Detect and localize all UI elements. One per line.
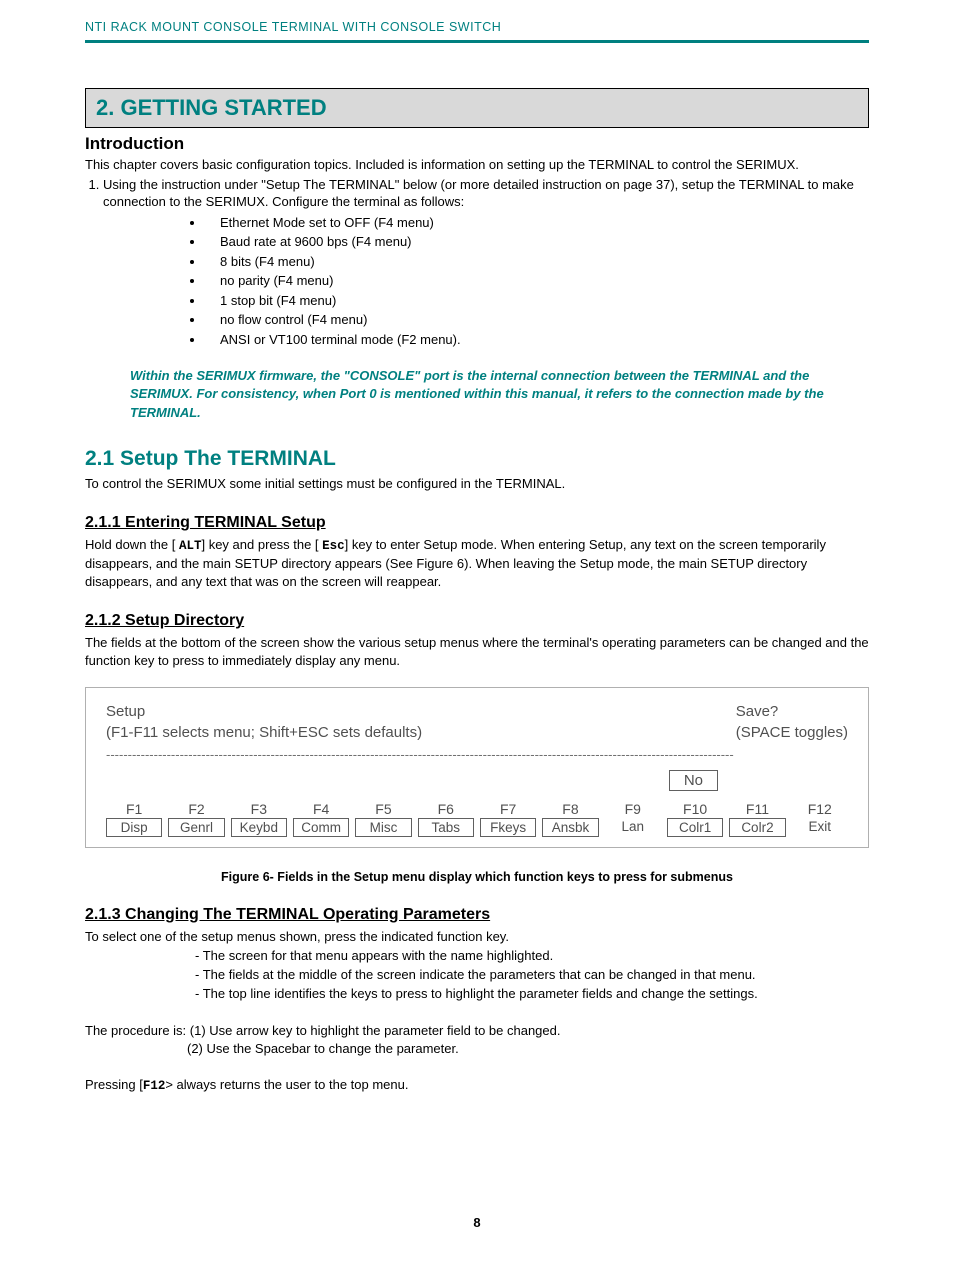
bullet-item: Ethernet Mode set to OFF (F4 menu)	[205, 213, 869, 233]
fkey-f9: F9Lan	[605, 801, 661, 837]
setup-terminal-body: To control the SERIMUX some initial sett…	[85, 475, 869, 493]
header-divider	[85, 40, 869, 43]
figure-top-row: Setup (F1-F11 selects menu; Shift+ESC se…	[106, 702, 848, 743]
figure-6-box: Setup (F1-F11 selects menu; Shift+ESC se…	[85, 687, 869, 848]
bullet-item: no parity (F4 menu)	[205, 271, 869, 291]
bullet-item: no flow control (F4 menu)	[205, 310, 869, 330]
fkey-f6: F6Tabs	[418, 801, 474, 837]
changing-params-heading: 2.1.3 Changing The TERMINAL Operating Pa…	[85, 906, 869, 924]
text-fragment: > always returns the user to the top men…	[165, 1077, 408, 1092]
save-label: Save?	[736, 702, 848, 722]
procedure-block: The procedure is: (1) Use arrow key to h…	[85, 1022, 869, 1058]
dashed-divider: ----------------------------------------…	[106, 747, 848, 762]
firmware-note: Within the SERIMUX firmware, the "CONSOL…	[130, 367, 869, 422]
fkey-f12: F12Exit	[792, 801, 848, 837]
bullet-item: 1 stop bit (F4 menu)	[205, 291, 869, 311]
document-page: NTI RACK MOUNT CONSOLE TERMINAL WITH CON…	[0, 0, 954, 1270]
changing-params-items: - The screen for that menu appears with …	[195, 947, 869, 1004]
config-bullets: Ethernet Mode set to OFF (F4 menu) Baud …	[85, 213, 869, 350]
setup-directory-body: The fields at the bottom of the screen s…	[85, 634, 869, 669]
fkey-f7: F7Fkeys	[480, 801, 536, 837]
step-list: Using the instruction under "Setup The T…	[85, 176, 869, 211]
entering-setup-body: Hold down the [ ALT] key and press the […	[85, 536, 869, 590]
page-number: 8	[85, 1215, 869, 1230]
fkeys-row: F1Disp F2Genrl F3Keybd F4Comm F5Misc F6T…	[106, 801, 848, 837]
introduction-body: This chapter covers basic configuration …	[85, 156, 869, 174]
bullet-item: 8 bits (F4 menu)	[205, 252, 869, 272]
esc-key-label: Esc	[322, 539, 345, 553]
fkey-f8: F8Ansbk	[542, 801, 598, 837]
fkey-f5: F5Misc	[355, 801, 411, 837]
introduction-heading: Introduction	[85, 134, 869, 154]
no-value-box: No	[669, 770, 718, 791]
text-fragment: Pressing [	[85, 1077, 143, 1092]
setup-instructions: (F1-F11 selects menu; Shift+ESC sets def…	[106, 723, 422, 743]
fkey-f11: F11Colr2	[729, 801, 785, 837]
bullet-item: ANSI or VT100 terminal mode (F2 menu).	[205, 330, 869, 350]
bullet-item: Baud rate at 9600 bps (F4 menu)	[205, 232, 869, 252]
fkey-f1: F1Disp	[106, 801, 162, 837]
figure-right-text: Save? (SPACE toggles)	[736, 702, 848, 743]
figure-caption: Figure 6- Fields in the Setup menu displ…	[85, 870, 869, 884]
text-fragment: Hold down the [	[85, 537, 179, 552]
fkey-f10: F10Colr1	[667, 801, 723, 837]
save-instructions: (SPACE toggles)	[736, 723, 848, 743]
text-fragment: ] key and press the [	[201, 537, 322, 552]
f12-key-label: F12	[143, 1079, 166, 1093]
page-header-text: NTI RACK MOUNT CONSOLE TERMINAL WITH CON…	[85, 20, 869, 34]
no-box-row: No	[106, 770, 848, 791]
alt-key-label: ALT	[179, 539, 202, 553]
figure-left-text: Setup (F1-F11 selects menu; Shift+ESC se…	[106, 702, 422, 743]
changing-params-body: To select one of the setup menus shown, …	[85, 928, 869, 946]
list-item: - The screen for that menu appears with …	[195, 947, 869, 966]
step-item: Using the instruction under "Setup The T…	[103, 176, 869, 211]
setup-directory-heading: 2.1.2 Setup Directory	[85, 612, 869, 630]
fkey-f2: F2Genrl	[168, 801, 224, 837]
section-title: 2. GETTING STARTED	[96, 95, 858, 121]
entering-setup-heading: 2.1.1 Entering TERMINAL Setup	[85, 514, 869, 532]
pressing-f12-note: Pressing [F12> always returns the user t…	[85, 1076, 869, 1095]
procedure-step-2: (2) Use the Spacebar to change the param…	[187, 1040, 869, 1058]
fkey-f3: F3Keybd	[231, 801, 287, 837]
setup-terminal-heading: 2.1 Setup The TERMINAL	[85, 447, 869, 471]
procedure-step-1: The procedure is: (1) Use arrow key to h…	[85, 1022, 869, 1040]
section-title-box: 2. GETTING STARTED	[85, 88, 869, 128]
list-item: - The top line identifies the keys to pr…	[195, 985, 869, 1004]
fkey-f4: F4Comm	[293, 801, 349, 837]
setup-label: Setup	[106, 702, 422, 722]
list-item: - The fields at the middle of the screen…	[195, 966, 869, 985]
